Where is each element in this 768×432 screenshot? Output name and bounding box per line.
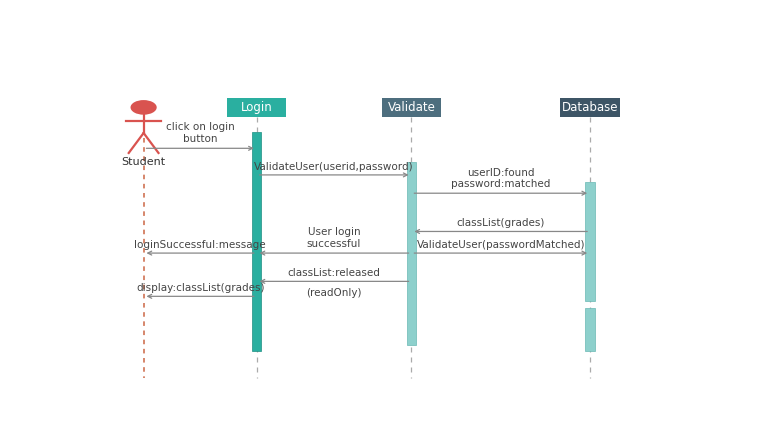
Circle shape [131, 100, 157, 115]
Text: User login
successful: User login successful [307, 228, 361, 249]
Text: click on login
button: click on login button [166, 122, 234, 144]
Text: loginSuccessful:message: loginSuccessful:message [134, 240, 266, 250]
Text: classList:released: classList:released [288, 268, 380, 278]
Bar [585, 308, 594, 351]
Text: Database: Database [561, 101, 618, 114]
Bar [227, 98, 286, 117]
Text: (readOnly): (readOnly) [306, 288, 362, 298]
Text: Validate: Validate [388, 101, 435, 114]
Bar [585, 181, 594, 302]
Text: userID:found
password:matched: userID:found password:matched [451, 168, 551, 189]
Bar [407, 162, 416, 345]
Text: Student: Student [121, 157, 166, 167]
Text: ValidateUser(userid,password): ValidateUser(userid,password) [254, 162, 414, 172]
Text: ValidateUser(passwordMatched): ValidateUser(passwordMatched) [416, 240, 585, 250]
Text: Login: Login [241, 101, 273, 114]
Bar [252, 132, 261, 351]
Text: classList(grades): classList(grades) [456, 218, 545, 228]
Bar [560, 98, 620, 117]
Text: display:classList(grades): display:classList(grades) [136, 283, 264, 293]
Bar [382, 98, 441, 117]
